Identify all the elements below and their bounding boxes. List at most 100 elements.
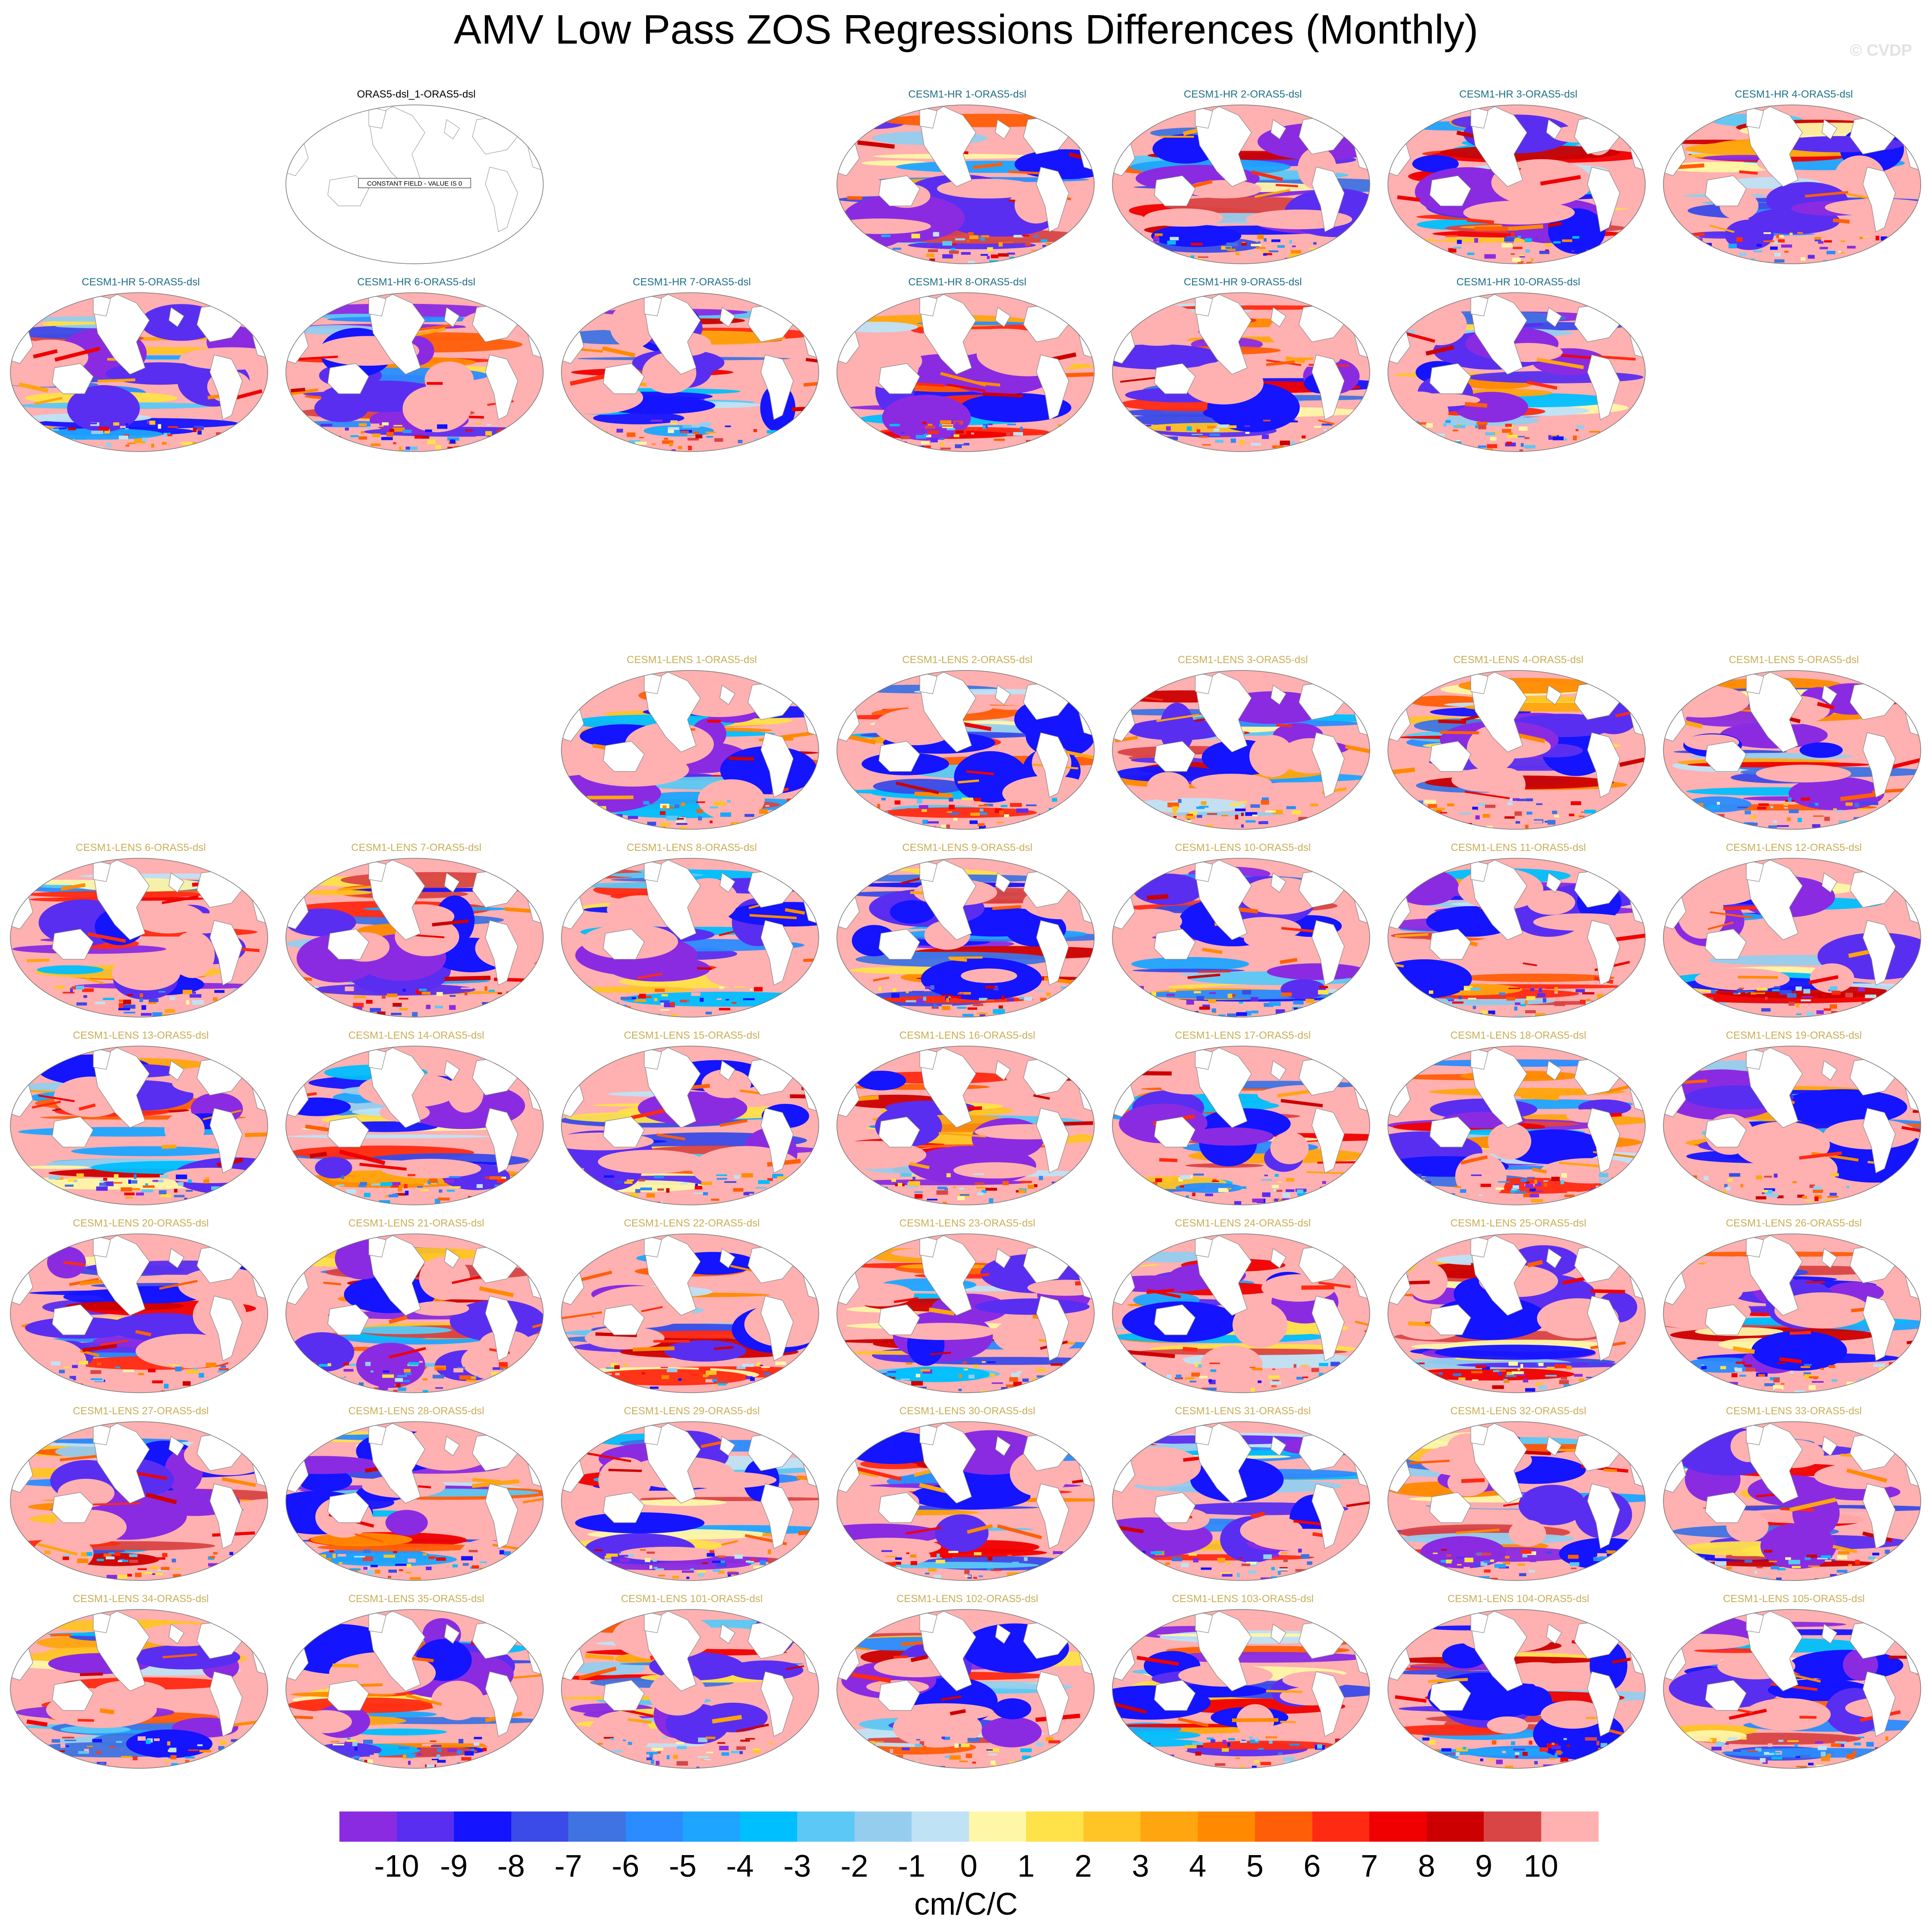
world-map: [1384, 668, 1649, 832]
panel-title: CESM1-LENS 24-ORAS5-dsl: [1107, 1217, 1378, 1230]
panel-title: CESM1-LENS 31-ORAS5-dsl: [1107, 1405, 1378, 1417]
panel-title: CESM1-LENS 27-ORAS5-dsl: [5, 1405, 276, 1417]
world-map: [558, 668, 822, 832]
map-panel: CESM1-LENS 28-ORAS5-dsl: [281, 1405, 552, 1587]
colorbar-tick-label: -7: [554, 1849, 582, 1884]
map-panel: CESM1-HR 2-ORAS5-dsl: [1107, 89, 1378, 270]
map-panel: CESM1-LENS 4-ORAS5-dsl: [1383, 654, 1654, 835]
colorbar-segment: [1484, 1811, 1542, 1842]
map-panel: CESM1-HR 8-ORAS5-dsl: [832, 276, 1103, 458]
panel-title: CESM1-LENS 4-ORAS5-dsl: [1383, 654, 1654, 666]
colorbar-segment: [1198, 1811, 1256, 1842]
world-map: [1660, 856, 1924, 1020]
map-panel: CESM1-LENS 12-ORAS5-dsl: [1658, 842, 1929, 1023]
map-panel: CESM1-LENS 6-ORAS5-dsl: [5, 842, 276, 1023]
colorbar-tick-label: -2: [840, 1849, 868, 1884]
colorbar-tick-label: -1: [898, 1849, 925, 1884]
panel-title: CESM1-LENS 14-ORAS5-dsl: [281, 1030, 552, 1042]
panel-title: CESM1-LENS 1-ORAS5-dsl: [556, 654, 827, 666]
world-map: [282, 1043, 547, 1208]
colorbar-tick-label: -9: [440, 1849, 468, 1884]
panel-title: CESM1-LENS 105-ORAS5-dsl: [1658, 1593, 1929, 1605]
panel-title: CESM1-LENS 35-ORAS5-dsl: [281, 1593, 552, 1605]
map-panel: CESM1-LENS 16-ORAS5-dsl: [832, 1030, 1103, 1211]
map-panel: CESM1-LENS 7-ORAS5-dsl: [281, 842, 552, 1023]
colorbar-segment: [855, 1811, 912, 1842]
credit-label: © CVDP: [1850, 41, 1912, 60]
map-panel: CESM1-LENS 5-ORAS5-dsl: [1658, 654, 1929, 835]
panel-title: CESM1-HR 8-ORAS5-dsl: [832, 276, 1103, 288]
panel-title: CESM1-LENS 18-ORAS5-dsl: [1383, 1030, 1654, 1042]
world-map: [833, 290, 1098, 454]
panel-title: CESM1-LENS 7-ORAS5-dsl: [281, 842, 552, 854]
world-map: [1384, 1043, 1649, 1208]
colorbar-segment: [511, 1811, 569, 1842]
map-panel: CESM1-LENS 14-ORAS5-dsl: [281, 1030, 552, 1211]
panel-title: CESM1-LENS 29-ORAS5-dsl: [556, 1405, 827, 1417]
panel-title: CESM1-HR 7-ORAS5-dsl: [556, 276, 827, 288]
panel-title: CESM1-LENS 12-ORAS5-dsl: [1658, 842, 1929, 854]
world-map: [1109, 102, 1373, 266]
panel-title: CESM1-LENS 26-ORAS5-dsl: [1658, 1217, 1929, 1230]
panel-title: CESM1-LENS 5-ORAS5-dsl: [1658, 654, 1929, 666]
map-panel: CESM1-LENS 27-ORAS5-dsl: [5, 1405, 276, 1587]
map-panel: CESM1-LENS 30-ORAS5-dsl: [832, 1405, 1103, 1587]
world-map: [1660, 1043, 1924, 1208]
map-panel: CESM1-LENS 10-ORAS5-dsl: [1107, 842, 1378, 1023]
world-map: [1660, 1231, 1924, 1395]
panel-title: CESM1-LENS 103-ORAS5-dsl: [1107, 1593, 1378, 1605]
map-panel: CESM1-HR 1-ORAS5-dsl: [832, 89, 1103, 270]
colorbar-tick-label: -6: [611, 1849, 639, 1884]
map-panel: CESM1-HR 9-ORAS5-dsl: [1107, 276, 1378, 458]
panel-title: CESM1-LENS 30-ORAS5-dsl: [832, 1405, 1103, 1417]
map-panel: CESM1-LENS 101-ORAS5-dsl: [556, 1593, 827, 1774]
constant-field-note: CONSTANT FIELD - VALUE IS 0: [367, 180, 462, 187]
colorbar-segment: [683, 1811, 741, 1842]
world-map: [282, 1231, 547, 1395]
panel-title: CESM1-LENS 32-ORAS5-dsl: [1383, 1405, 1654, 1417]
map-panel: CESM1-HR 4-ORAS5-dsl: [1658, 89, 1929, 270]
world-map: [833, 1231, 1098, 1395]
panel-title: CESM1-LENS 34-ORAS5-dsl: [5, 1593, 276, 1605]
panel-title: CESM1-LENS 10-ORAS5-dsl: [1107, 842, 1378, 854]
colorbar-units: cm/C/C: [0, 1887, 1932, 1922]
colorbar-tick-label: 7: [1361, 1849, 1378, 1884]
map-panel: CESM1-LENS 24-ORAS5-dsl: [1107, 1217, 1378, 1399]
colorbar-tick-label: -3: [783, 1849, 811, 1884]
world-map: [282, 1607, 547, 1771]
panel-title: CESM1-HR 1-ORAS5-dsl: [832, 89, 1103, 101]
map-panel: CESM1-LENS 103-ORAS5-dsl: [1107, 1593, 1378, 1774]
map-panel: CESM1-LENS 33-ORAS5-dsl: [1658, 1405, 1929, 1587]
panel-title: CESM1-LENS 23-ORAS5-dsl: [832, 1217, 1103, 1230]
map-panel: CESM1-LENS 22-ORAS5-dsl: [556, 1217, 827, 1399]
colorbar-tick-label: 3: [1132, 1849, 1149, 1884]
world-map: [1660, 1607, 1924, 1771]
world-map: [1660, 1419, 1924, 1583]
world-map: [1660, 102, 1924, 266]
panel-title: CESM1-HR 5-ORAS5-dsl: [5, 276, 276, 288]
map-panel: CESM1-HR 5-ORAS5-dsl: [5, 276, 276, 458]
map-panel: CESM1-LENS 104-ORAS5-dsl: [1383, 1593, 1654, 1774]
colorbar-tick-label: 1: [1017, 1849, 1035, 1884]
panel-title: CESM1-HR 9-ORAS5-dsl: [1107, 276, 1378, 288]
colorbar-segment: [1369, 1811, 1427, 1842]
colorbar-segment: [626, 1811, 684, 1842]
panel-title: CESM1-HR 2-ORAS5-dsl: [1107, 89, 1378, 101]
panel-title: CESM1-LENS 8-ORAS5-dsl: [556, 842, 827, 854]
map-panel: CESM1-LENS 17-ORAS5-dsl: [1107, 1030, 1378, 1211]
colorbar-tick-label: 9: [1475, 1849, 1492, 1884]
panel-title: CESM1-HR 4-ORAS5-dsl: [1658, 89, 1929, 101]
map-panel: CESM1-LENS 2-ORAS5-dsl: [832, 654, 1103, 835]
map-panel: CESM1-LENS 18-ORAS5-dsl: [1383, 1030, 1654, 1211]
land-mask: [282, 107, 547, 232]
map-panel: CESM1-HR 7-ORAS5-dsl: [556, 276, 827, 458]
world-map: [1109, 1043, 1373, 1208]
map-panel: CESM1-LENS 32-ORAS5-dsl: [1383, 1405, 1654, 1587]
world-map: [7, 290, 271, 454]
world-map: [833, 856, 1098, 1020]
map-panel: CESM1-LENS 15-ORAS5-dsl: [556, 1030, 827, 1211]
panel-title: CESM1-LENS 11-ORAS5-dsl: [1383, 842, 1654, 854]
world-map: [1109, 856, 1373, 1020]
map-panel: CESM1-LENS 23-ORAS5-dsl: [832, 1217, 1103, 1399]
